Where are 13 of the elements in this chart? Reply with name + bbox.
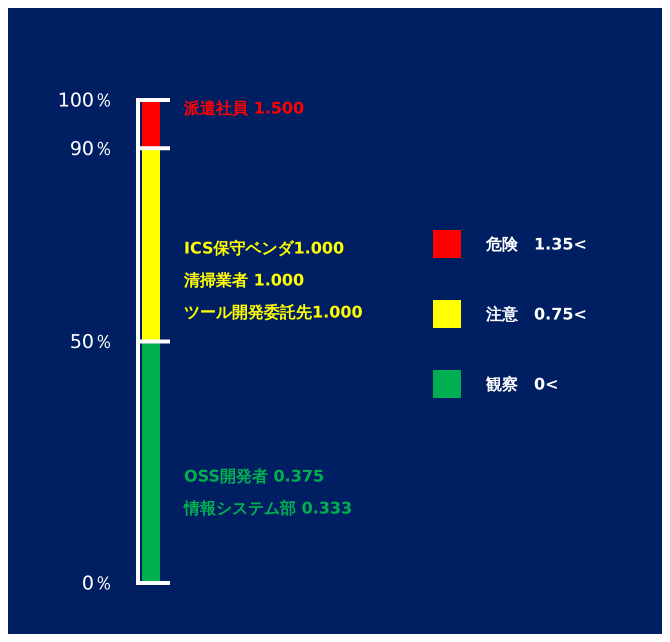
y-tick-label: 0％ [82, 572, 113, 595]
y-tick-label: 90％ [70, 138, 113, 160]
legend-label: 注意 0.75< [485, 304, 587, 324]
y-tick-label: 100％ [58, 90, 113, 112]
legend-label: 危険 1.35< [485, 234, 587, 254]
text: OSS開発者 0.375 [184, 466, 324, 486]
text: 情報システム部 0.333 [183, 498, 352, 518]
y-tick-label: 50％ [70, 331, 113, 354]
text: ツール開発委託先1.000 [184, 302, 363, 322]
legend-label: 観察 0< [485, 374, 559, 394]
text: 派遣社員 1.500 [183, 98, 304, 118]
text: ICS保守ベンダ1.000 [184, 238, 344, 258]
text: 清掃業者 1.000 [183, 270, 304, 290]
